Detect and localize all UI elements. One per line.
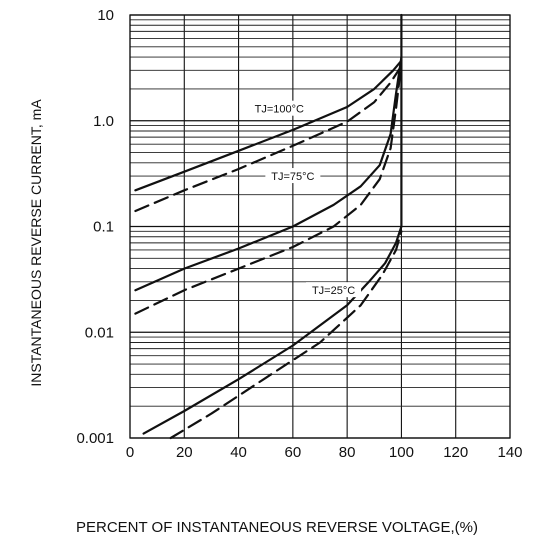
x-tick-label: 60 bbox=[285, 444, 302, 461]
series-line bbox=[134, 55, 403, 292]
annotation-background bbox=[265, 168, 321, 184]
y-tick-label: 0.01 bbox=[85, 324, 114, 341]
x-tick-label: 0 bbox=[126, 444, 134, 461]
x-tick-label: 120 bbox=[443, 444, 468, 461]
series-line bbox=[142, 225, 403, 435]
x-tick-labels: 0 20 40 60 80 100 120 140 bbox=[126, 444, 523, 461]
y-tick-label: 1.0 bbox=[93, 113, 114, 130]
annotation-label: TJ=100°C bbox=[255, 104, 304, 116]
x-tick-label: 80 bbox=[339, 444, 356, 461]
series-lines bbox=[134, 13, 403, 440]
x-tick-label: 20 bbox=[176, 444, 193, 461]
x-axis-label: PERCENT OF INSTANTANEOUS REVERSE VOLTAGE… bbox=[76, 519, 478, 536]
annotations: TJ=100°C TJ=75°C TJ=25°C bbox=[248, 100, 362, 298]
y-tick-label: 0.001 bbox=[76, 430, 114, 447]
annotation-label: TJ=25°C bbox=[312, 285, 355, 297]
minor-gridlines bbox=[130, 19, 510, 407]
y-tick-label: 10 bbox=[97, 7, 114, 24]
annotation-label: TJ=75°C bbox=[271, 171, 314, 183]
y-tick-label: 0.1 bbox=[93, 219, 114, 236]
y-axis-label: INSTANTANEOUS REVERSE CURRENT, mA bbox=[28, 99, 44, 387]
series-line bbox=[134, 59, 403, 192]
series-line bbox=[169, 230, 403, 440]
plot-frame bbox=[129, 14, 511, 439]
annotation-background bbox=[248, 100, 311, 116]
x-tick-label: 100 bbox=[389, 444, 414, 461]
x-tick-label: 40 bbox=[230, 444, 247, 461]
annotation-background bbox=[306, 282, 362, 298]
series-line bbox=[134, 64, 403, 213]
y-tick-labels: 10 1.0 0.1 0.01 0.001 bbox=[76, 7, 114, 447]
x-tick-label: 140 bbox=[497, 444, 522, 461]
series-line bbox=[134, 62, 403, 315]
